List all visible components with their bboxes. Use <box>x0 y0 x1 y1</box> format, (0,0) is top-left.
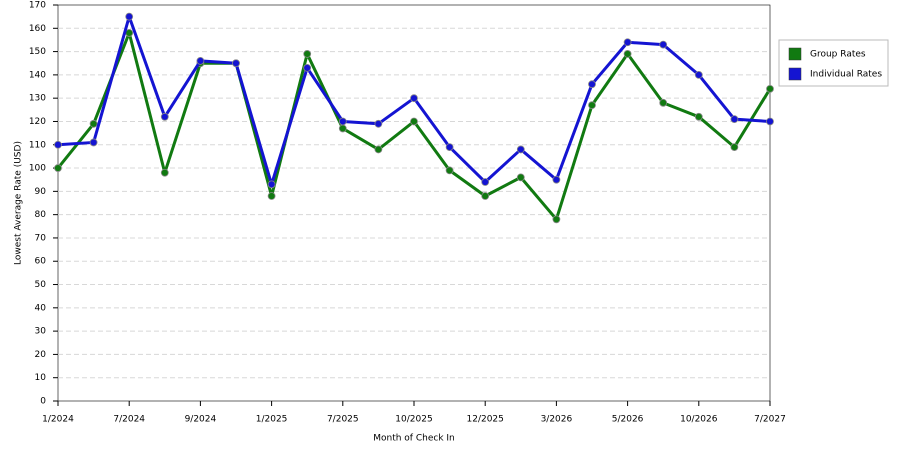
y-tick-label: 0 <box>40 397 46 407</box>
y-tick-label: 130 <box>29 94 46 104</box>
y-tick-label: 40 <box>35 303 47 313</box>
y-tick-label: 30 <box>35 327 47 337</box>
point <box>89 119 98 128</box>
point <box>267 192 276 200</box>
point <box>481 178 490 186</box>
y-tick-label: 110 <box>29 140 46 150</box>
point <box>125 12 134 21</box>
y-tick-label: 50 <box>35 280 47 290</box>
point <box>160 168 169 177</box>
point <box>552 215 561 224</box>
x-tick-label: 1/2025 <box>256 415 288 425</box>
point <box>54 164 62 172</box>
y-tick-label: 80 <box>35 210 47 220</box>
point <box>623 50 632 58</box>
y-tick-label: 150 <box>29 47 46 57</box>
y-tick-label: 60 <box>35 257 47 267</box>
point <box>588 101 596 110</box>
x-tick-label: 10/2025 <box>395 415 432 425</box>
point <box>730 143 739 151</box>
point <box>338 117 347 126</box>
y-tick-label: 140 <box>29 70 46 80</box>
x-tick-label: 5/2026 <box>612 415 644 425</box>
x-tick-label: 1/2024 <box>42 415 74 425</box>
y-tick-label: 120 <box>29 117 46 127</box>
point <box>481 192 490 200</box>
point <box>374 145 383 154</box>
point <box>338 124 347 133</box>
point <box>232 59 240 68</box>
point <box>374 119 383 128</box>
point <box>445 143 454 151</box>
y-tick-label: 90 <box>35 187 47 197</box>
point <box>730 115 739 124</box>
x-tick-label: 12/2025 <box>467 415 504 425</box>
y-tick-label: 160 <box>29 24 46 34</box>
x-tick-label: 9/2024 <box>185 415 217 425</box>
legend-label: Individual Rates <box>810 70 882 80</box>
point <box>196 57 205 65</box>
point <box>410 94 418 103</box>
x-tick-label: 7/2027 <box>754 415 786 425</box>
point <box>766 117 774 126</box>
point <box>694 70 703 79</box>
legend-swatch <box>788 67 802 81</box>
point <box>516 145 525 154</box>
y-tick-label: 20 <box>35 350 47 360</box>
point <box>588 80 596 89</box>
point <box>766 84 774 93</box>
x-tick-label: 7/2024 <box>113 415 145 425</box>
y-tick-label: 100 <box>29 164 46 174</box>
legend-swatch <box>788 47 802 61</box>
point <box>659 40 668 49</box>
x-tick-label: 10/2026 <box>680 415 718 425</box>
y-axis-label: Lowest Average Rate (USD) <box>14 141 24 265</box>
point <box>410 117 418 126</box>
y-tick-label: 170 <box>29 1 46 11</box>
point <box>659 98 668 107</box>
point <box>303 50 312 58</box>
point <box>89 138 98 147</box>
point <box>623 38 632 47</box>
x-tick-label: 7/2025 <box>327 415 359 425</box>
point <box>267 180 276 189</box>
y-tick-label: 70 <box>35 233 47 243</box>
point <box>516 173 525 182</box>
y-tick-label: 10 <box>35 373 47 383</box>
x-tick-label: 3/2026 <box>541 415 573 425</box>
x-axis-label: Month of Check In <box>373 434 455 444</box>
plot-area <box>57 4 771 402</box>
legend-label: Group Rates <box>810 50 866 60</box>
point <box>54 140 62 149</box>
point <box>552 175 561 184</box>
point <box>445 166 454 175</box>
point <box>694 112 703 121</box>
point <box>160 112 169 121</box>
point <box>303 63 312 72</box>
